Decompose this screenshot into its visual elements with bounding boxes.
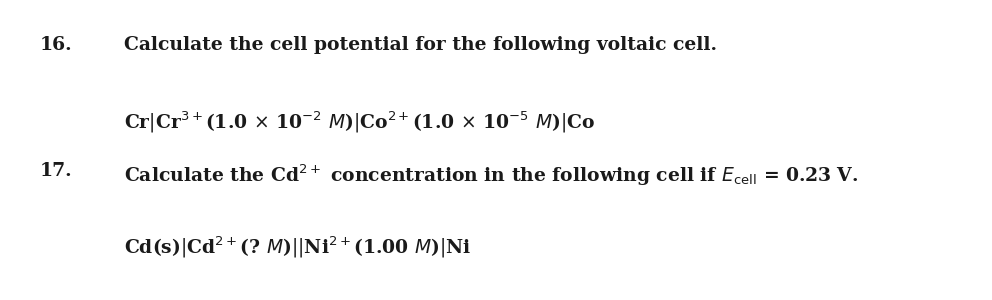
Text: Cr$|$Cr$^{3+}$(1.0 $\times$ 10$^{-2}$ $M$)$|$Co$^{2+}$(1.0 $\times$ 10$^{-5}$ $M: Cr$|$Cr$^{3+}$(1.0 $\times$ 10$^{-2}$ $M… xyxy=(124,110,595,135)
Text: Cd(s)$|$Cd$^{2+}$(? $M$)$||$Ni$^{2+}$(1.00 $M$)$|$Ni: Cd(s)$|$Cd$^{2+}$(? $M$)$||$Ni$^{2+}$(1.… xyxy=(124,234,471,260)
Text: 16.: 16. xyxy=(40,36,72,54)
Text: Calculate the Cd$^{2+}$ concentration in the following cell if $E_{\mathrm{cell}: Calculate the Cd$^{2+}$ concentration in… xyxy=(124,162,858,188)
Text: 17.: 17. xyxy=(40,162,72,180)
Text: Calculate the cell potential for the following voltaic cell.: Calculate the cell potential for the fol… xyxy=(124,36,717,54)
